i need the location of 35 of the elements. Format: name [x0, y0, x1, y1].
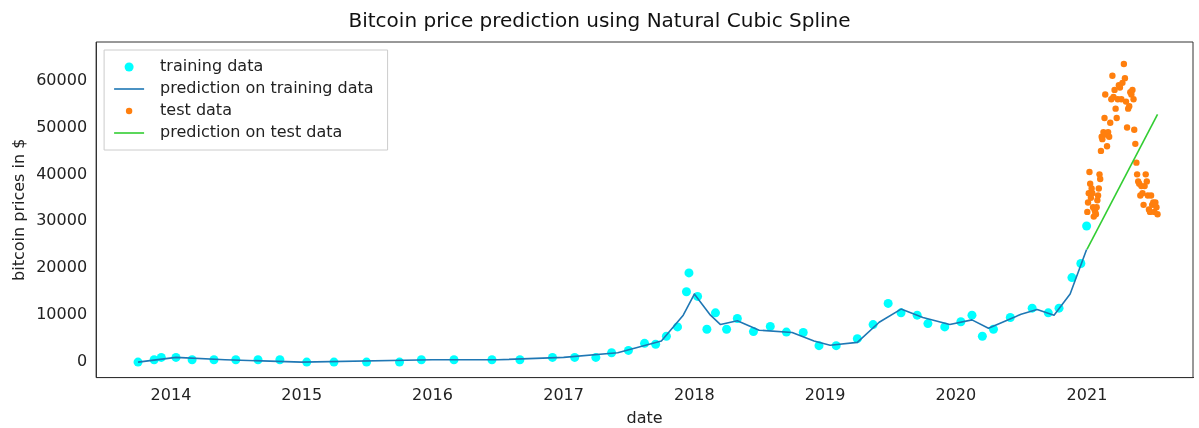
x-axis-title: date [626, 407, 663, 427]
x-tick-label: 2015 [281, 385, 323, 405]
point [1067, 273, 1077, 283]
point [883, 298, 893, 308]
legend-label: prediction on test data [160, 122, 343, 142]
x-tick-label: 2018 [673, 385, 715, 405]
y-tick-label: 20000 [36, 257, 88, 277]
point [798, 328, 808, 338]
x-tick-label: 2014 [150, 385, 192, 405]
x-tick-label: 2016 [412, 385, 453, 405]
point [722, 324, 732, 334]
y-tick-label: 0 [76, 351, 88, 371]
legend-label: test data [160, 100, 232, 120]
point [1082, 221, 1092, 231]
y-axis-title: bitcoin prices in $ [8, 138, 28, 281]
y-tick-label: 60000 [36, 69, 88, 89]
x-tick-label: 2021 [1066, 385, 1108, 405]
point [765, 321, 775, 331]
chart-title: Bitcoin price prediction using Natural Cubic Spline [348, 8, 851, 33]
y-tick-label: 10000 [36, 304, 88, 324]
point [681, 287, 691, 297]
y-tick-label: 30000 [36, 210, 88, 230]
y-tick-label: 50000 [36, 116, 88, 136]
x-tick-label: 2017 [543, 385, 584, 405]
x-tick-label: 2020 [935, 385, 977, 405]
point [702, 324, 712, 334]
point [923, 319, 933, 329]
x-tick-label: 2019 [804, 385, 846, 405]
legend-label: training data [160, 56, 264, 76]
legend-label: prediction on training data [160, 78, 374, 98]
point [710, 308, 720, 318]
y-tick-label: 40000 [36, 163, 88, 183]
point [967, 310, 977, 320]
point [977, 331, 987, 341]
point [684, 268, 694, 278]
